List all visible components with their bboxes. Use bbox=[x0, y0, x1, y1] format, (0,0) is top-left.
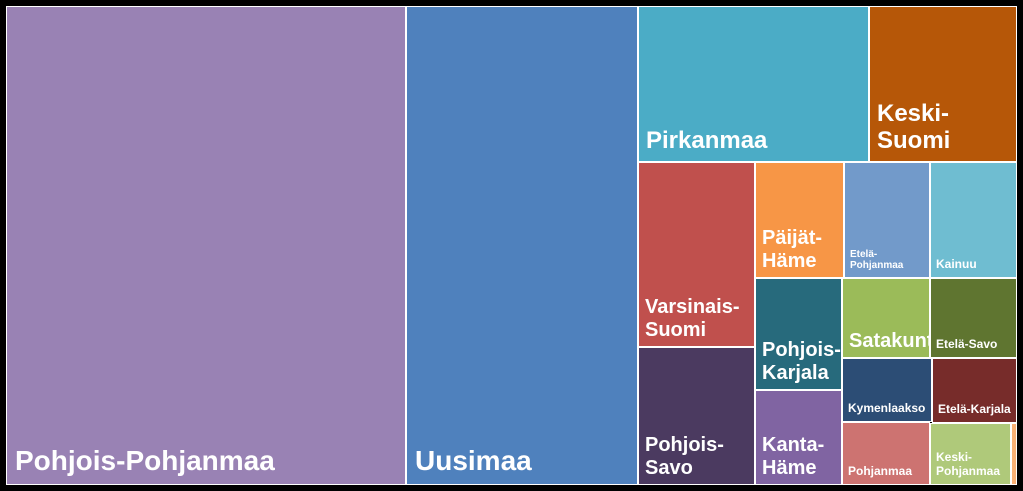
treemap-tile: Päijät- Häme bbox=[755, 162, 844, 278]
treemap-tile: Pohjois- Savo bbox=[638, 347, 755, 485]
treemap-tile-label: Päijät- Häme bbox=[762, 227, 823, 272]
treemap-tile: Etelä- Pohjanmaa bbox=[844, 162, 930, 278]
treemap-tile-label: Pohjanmaa bbox=[848, 463, 913, 478]
treemap-tile-label: Kainuu bbox=[936, 256, 977, 271]
treemap-tile-label: Pohjois- Karjala bbox=[762, 339, 841, 384]
treemap-tile: Uusimaa bbox=[406, 6, 638, 485]
treemap-tile-label: Pohjois-Pohjanmaa bbox=[15, 444, 275, 476]
treemap-tile: Keski- Pohjanmaa bbox=[930, 423, 1011, 485]
treemap-tile: Keski- Suomi bbox=[869, 6, 1017, 162]
treemap-tile-label: Satakunta bbox=[849, 329, 929, 352]
treemap-tile-label: Etelä- Pohjanmaa bbox=[850, 248, 904, 271]
treemap-tile: Pirkanmaa bbox=[638, 6, 869, 162]
treemap-tile: Kanta- Häme bbox=[755, 390, 842, 485]
treemap-tile: Etelä-Savo bbox=[930, 278, 1017, 358]
treemap-tile: Kainuu bbox=[930, 162, 1017, 278]
treemap-tile-label: Varsinais- Suomi bbox=[645, 296, 740, 341]
treemap-tile-label: Keski- Suomi bbox=[877, 100, 951, 155]
treemap-tile-label: Pohjois- Savo bbox=[645, 434, 724, 479]
treemap-tile bbox=[1011, 423, 1017, 485]
treemap-tile-label: Pirkanmaa bbox=[646, 127, 768, 155]
treemap-tile: Varsinais- Suomi bbox=[638, 162, 755, 347]
treemap-tile-label: Keski- Pohjanmaa bbox=[936, 450, 1001, 478]
treemap-tile: Pohjois-Pohjanmaa bbox=[6, 6, 406, 485]
treemap-tile: Etelä-Karjala bbox=[932, 358, 1017, 423]
treemap-tile-label: Kymenlaakso bbox=[848, 400, 926, 415]
treemap-tile: Satakunta bbox=[842, 278, 930, 358]
treemap-tile: Pohjanmaa bbox=[842, 422, 930, 485]
treemap-tile: Pohjois- Karjala bbox=[755, 278, 842, 390]
treemap-tile-label: Uusimaa bbox=[415, 444, 532, 476]
treemap-tile: Kymenlaakso bbox=[842, 358, 932, 422]
treemap-tile-label: Etelä-Karjala bbox=[938, 401, 1011, 416]
treemap-tile-label: Etelä-Savo bbox=[936, 336, 998, 351]
treemap-tile-label: Kanta- Häme bbox=[762, 434, 825, 479]
